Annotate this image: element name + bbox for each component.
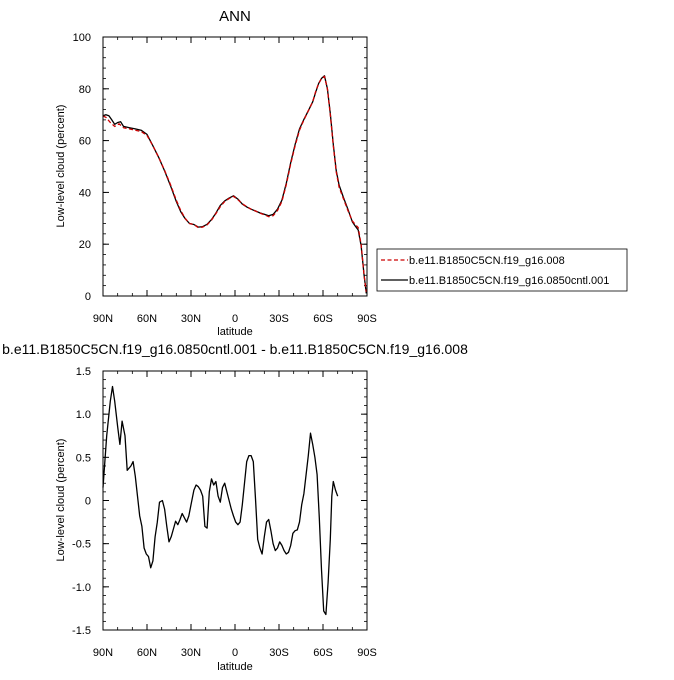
bottom-x-tick-label: 0 <box>232 647 238 659</box>
bottom-y-tick-label: -0.5 <box>72 539 91 551</box>
bottom-x-tick-label: 90S <box>357 647 377 659</box>
bottom-chart-title: b.e11.B1850C5CN.f19_g16.0850cntl.001 - b… <box>2 341 468 357</box>
legend-box <box>376 248 628 292</box>
bottom-x-tick-label: 60S <box>313 647 333 659</box>
top-y-tick-label: 20 <box>79 239 91 251</box>
top-x-tick-label: 0 <box>232 313 238 325</box>
top-panel: ANN latitude Low-level cloud (percent) 9… <box>55 8 628 338</box>
bottom-x-tick-label: 60N <box>137 647 157 659</box>
bottom-x-tick-label: 30S <box>269 647 289 659</box>
bottom-y-tick-label: 0 <box>85 496 91 508</box>
top-x-tick-label: 90N <box>93 313 113 325</box>
top-chart-ylabel: Low-level cloud (percent) <box>55 105 67 228</box>
legend-label-1: b.e11.B1850C5CN.f19_g16.008 <box>409 255 565 267</box>
top-x-tick-label: 90S <box>357 313 377 325</box>
bottom-y-tick-label: 1.0 <box>76 409 91 421</box>
top-y-tick-label: 100 <box>73 32 91 44</box>
top-y-tick-label: 40 <box>79 187 91 199</box>
bottom-y-tick-label: 1.5 <box>76 366 91 378</box>
top-x-tick-label: 60S <box>313 313 333 325</box>
top-chart-title: ANN <box>219 8 251 25</box>
bottom-series-line-1 <box>102 385 339 616</box>
bottom-chart-plot-frame <box>102 370 368 631</box>
top-x-tick-label: 30S <box>269 313 289 325</box>
top-chart-ticks: 90N 60N 30N 0 30S 60S 90S 0 20 40 60 80 100 <box>73 32 377 325</box>
bottom-y-tick-label: -1.0 <box>72 582 91 594</box>
top-chart-series <box>102 75 367 294</box>
legend: b.e11.B1850C5CN.f19_g16.008 b.e11.B1850C… <box>376 248 628 292</box>
legend-label-2: b.e11.B1850C5CN.f19_g16.0850cntl.001 <box>409 275 609 287</box>
bottom-chart-ticks: 90N 60N 30N 0 30S 60S 90S -1.5 -1.0 -0.5 0 0.5 1.0 1.… <box>72 366 377 659</box>
top-x-tick-label: 60N <box>137 313 157 325</box>
bottom-x-tick-label: 90N <box>93 647 113 659</box>
top-y-tick-label: 80 <box>79 84 91 96</box>
bottom-y-tick-label: 0.5 <box>76 452 91 464</box>
top-series-line-1 <box>102 75 367 293</box>
top-y-tick-label: 0 <box>85 291 91 303</box>
top-chart-plot-frame <box>102 36 368 297</box>
top-y-tick-label: 60 <box>79 136 91 148</box>
bottom-panel: b.e11.B1850C5CN.f19_g16.0850cntl.001 - b… <box>2 341 468 673</box>
bottom-chart-xlabel: latitude <box>217 661 252 673</box>
bottom-chart-ylabel: Low-level cloud (percent) <box>55 439 67 562</box>
top-x-tick-label: 30N <box>181 313 201 325</box>
bottom-x-tick-label: 30N <box>181 647 201 659</box>
bottom-chart-series <box>102 385 339 616</box>
top-chart-xlabel: latitude <box>217 326 252 338</box>
top-series-line-2 <box>102 75 367 294</box>
bottom-y-tick-label: -1.5 <box>72 625 91 637</box>
